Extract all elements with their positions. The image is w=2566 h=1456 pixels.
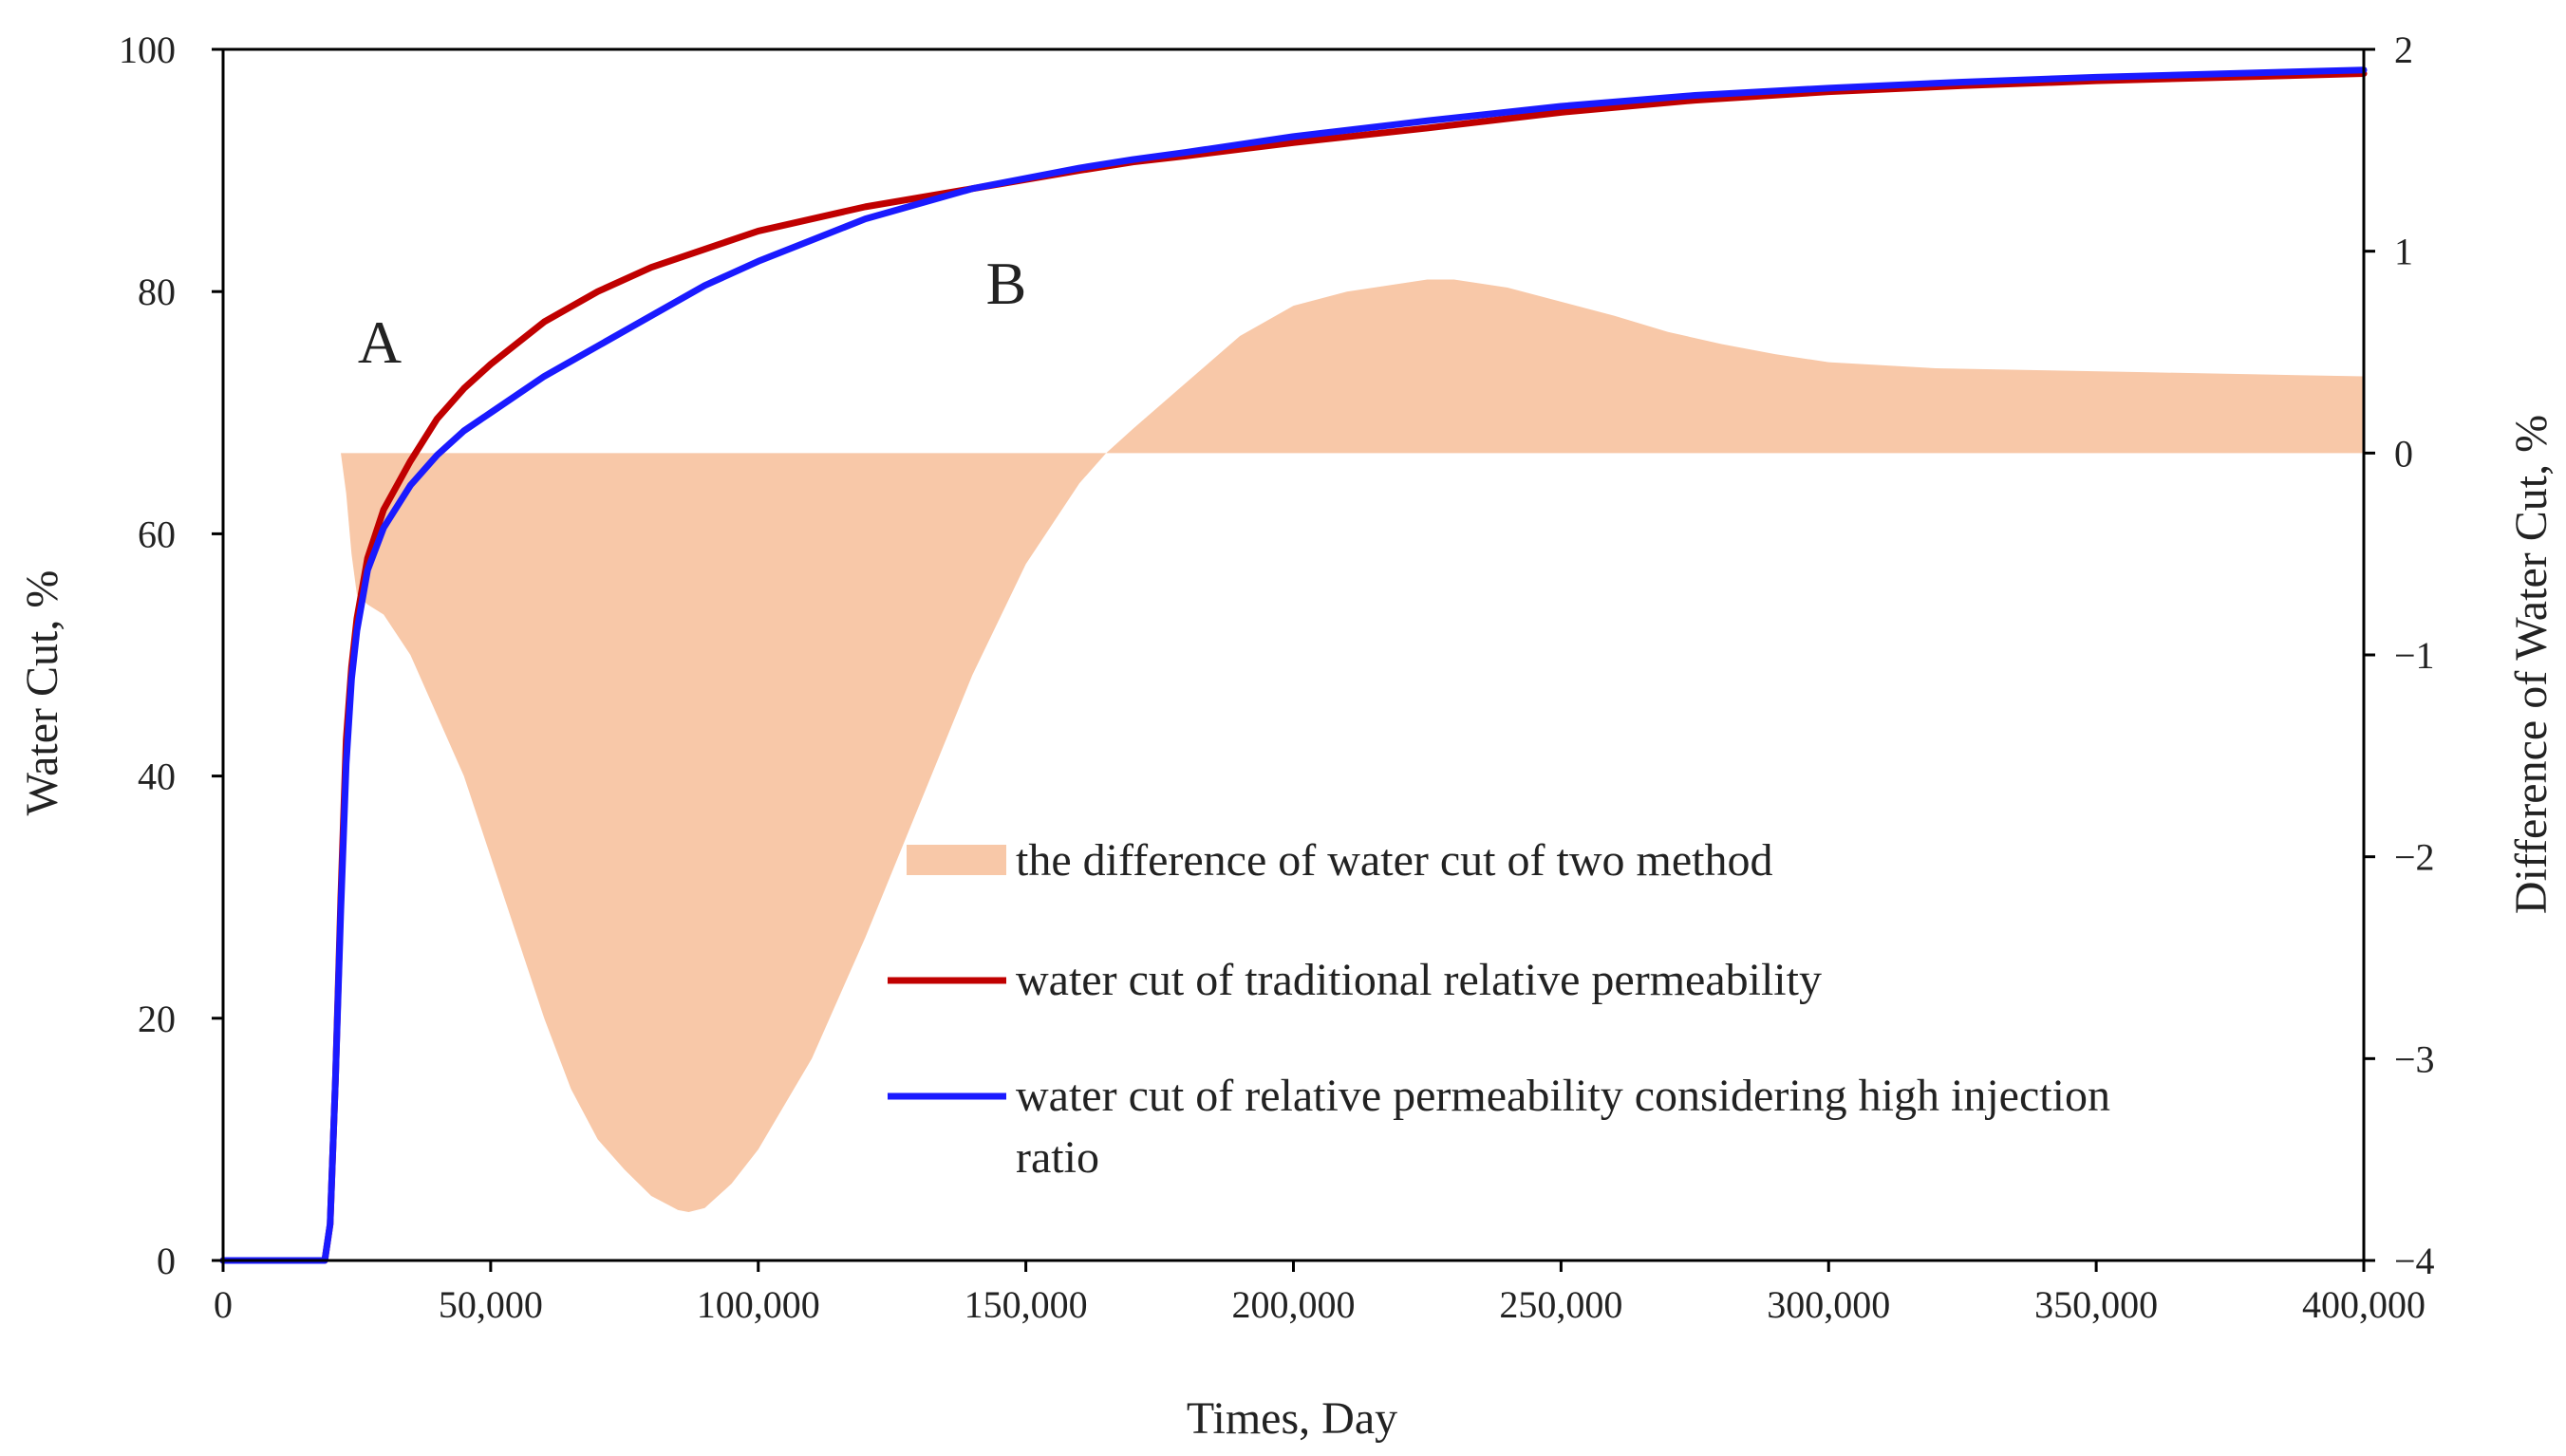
legend-label-high-injection-cont: ratio bbox=[1016, 1132, 1099, 1183]
legend-label-difference: the difference of water cut of two metho… bbox=[1016, 835, 1772, 886]
y-tick-label: 40 bbox=[138, 756, 176, 798]
y-tick-label: 20 bbox=[138, 998, 176, 1040]
x-axis-title: Times, Day bbox=[1187, 1393, 1397, 1444]
axes-layer bbox=[212, 47, 2375, 1272]
line-series-layer bbox=[219, 66, 2368, 1264]
y2-tick-label: −2 bbox=[2394, 836, 2435, 879]
y2-axis-title: Difference of Water Cut, % bbox=[2506, 415, 2557, 914]
x-tick-label: 300,000 bbox=[1767, 1283, 1890, 1326]
high-injection-water-cut-line bbox=[219, 66, 2368, 1264]
x-tick-label: 100,000 bbox=[697, 1283, 820, 1326]
y2-tick-label: −1 bbox=[2394, 634, 2435, 677]
legend-label-high-injection: water cut of relative permeability consi… bbox=[1016, 1071, 2110, 1121]
x-tick-label: 150,000 bbox=[965, 1283, 1088, 1326]
x-tick-label: 0 bbox=[214, 1283, 233, 1326]
legend-swatch-difference bbox=[907, 845, 1006, 875]
y-tick-label: 80 bbox=[138, 271, 176, 313]
legend: the difference of water cut of two metho… bbox=[888, 835, 2110, 1183]
y-axis-title: Water Cut, % bbox=[17, 570, 67, 816]
y2-tick-label: −4 bbox=[2394, 1240, 2435, 1282]
y-tick-label: 0 bbox=[157, 1240, 176, 1282]
y2-tick-label: 0 bbox=[2394, 432, 2413, 475]
tick-label-layer: 0 50,000 100,000 150,000 200,000 250,000 300,0… bbox=[119, 28, 2435, 1326]
difference-area-layer bbox=[341, 279, 2365, 1212]
x-tick-label: 400,000 bbox=[2302, 1283, 2426, 1326]
x-tick-label: 250,000 bbox=[1499, 1283, 1622, 1326]
annotation-a: A bbox=[358, 308, 402, 376]
y2-tick-label: 2 bbox=[2394, 28, 2413, 71]
legend-label-traditional: water cut of traditional relative permea… bbox=[1016, 955, 1822, 1005]
x-tick-label: 350,000 bbox=[2034, 1283, 2158, 1326]
annotation-b: B bbox=[986, 250, 1027, 317]
x-tick-label: 200,000 bbox=[1232, 1283, 1356, 1326]
y-tick-label: 60 bbox=[138, 513, 176, 555]
difference-area-series bbox=[341, 279, 2365, 1212]
y-tick-label: 100 bbox=[119, 28, 176, 71]
x-tick-label: 50,000 bbox=[439, 1283, 543, 1326]
y2-tick-label: −3 bbox=[2394, 1037, 2435, 1080]
y2-tick-label: 1 bbox=[2394, 231, 2413, 273]
